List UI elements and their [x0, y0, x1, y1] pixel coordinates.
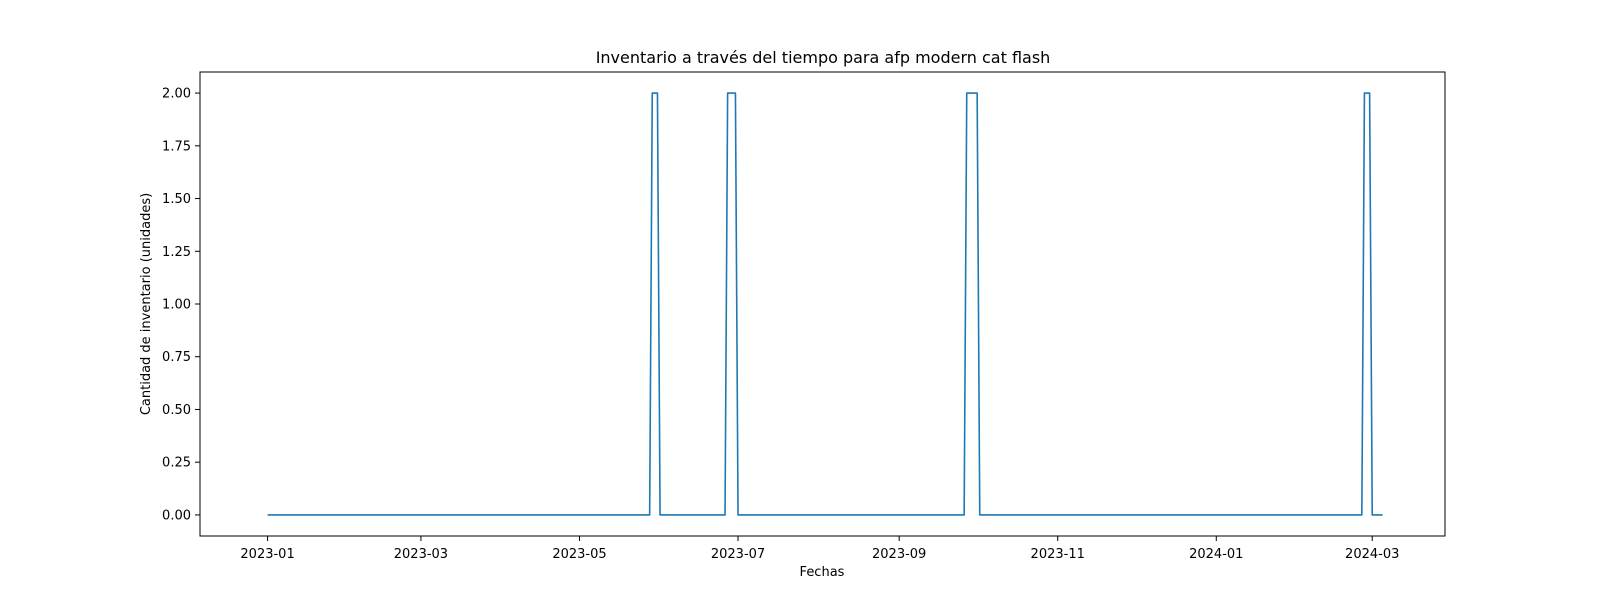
series-layer [267, 92, 1383, 516]
y-tick-label: 2.00 [162, 87, 191, 102]
y-tick-label: 0.75 [162, 350, 191, 365]
y-axis: 0.00 0.25 0.50 0.75 1.00 1.25 1.50 1.75 2.00 [162, 87, 200, 523]
y-tick-label: 1.25 [162, 245, 191, 260]
y-tick-label: 1.75 [162, 139, 191, 154]
x-tick-label: 2023-11 [1031, 547, 1085, 562]
y-tick-label: 0.25 [162, 456, 191, 471]
x-tick-label: 2023-09 [872, 547, 926, 562]
plot-frame [199, 71, 1446, 537]
y-tick-label: 1.00 [162, 298, 191, 313]
x-tick-label: 2024-01 [1189, 547, 1243, 562]
plot-area [199, 71, 1446, 537]
x-tick-label: 2023-03 [394, 547, 448, 562]
y-tick-label: 1.50 [162, 192, 191, 207]
x-tick-label: 2023-05 [552, 547, 606, 562]
series-line [267, 92, 1383, 516]
x-axis-label: Fechas [800, 565, 845, 580]
x-tick-label: 2024-03 [1345, 547, 1399, 562]
y-tick-label: 0.50 [162, 403, 191, 418]
y-axis-label: Cantidad de inventario (unidades) [139, 193, 154, 415]
x-tick-label: 2023-07 [711, 547, 765, 562]
x-axis: 2023-01 2023-03 2023-05 2023-07 2023-09 2023-… [240, 536, 1399, 562]
y-tick-label: 0.00 [162, 508, 191, 523]
x-tick-label: 2023-01 [240, 547, 294, 562]
chart-title: Inventario a través del tiempo para afp … [596, 48, 1051, 67]
